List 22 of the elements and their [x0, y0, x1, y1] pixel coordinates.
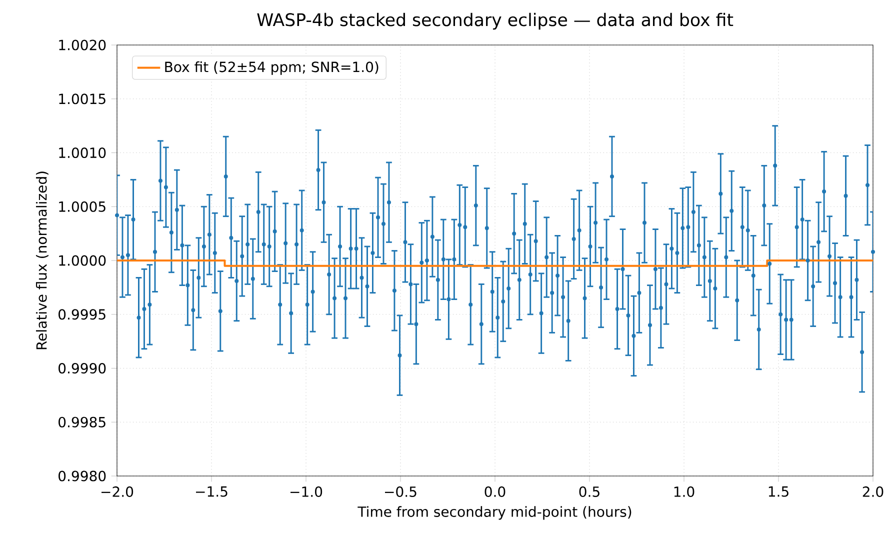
x-tick-label: 2.0 — [862, 486, 884, 497]
y-tick-label: 1.0000 — [59, 255, 106, 266]
x-tick-label: −1.5 — [196, 486, 228, 497]
x-axis-title: Time from secondary mid-point (hours) — [358, 506, 632, 520]
x-tick-label: 1.0 — [674, 486, 694, 497]
x-tick-label: 0.5 — [579, 486, 600, 497]
chart-title: WASP-4b stacked secondary eclipse — data and box fit — [257, 12, 734, 30]
y-tick-label: 1.0015 — [59, 94, 106, 104]
y-tick-label: 0.9985 — [58, 416, 106, 428]
y-tick-label: 0.9995 — [58, 309, 106, 320]
x-tick-label: −0.5 — [384, 486, 416, 497]
y-tick-label: 1.0005 — [59, 201, 106, 212]
y-tick-label: 1.0020 — [59, 40, 106, 50]
x-tick-label: 0.0 — [484, 486, 506, 497]
y-axis-title: Relative flux (normalized) — [36, 172, 48, 350]
x-tick-label: 1.5 — [768, 486, 788, 497]
y-tick-label: 0.9990 — [58, 362, 106, 374]
legend-label: Box fit (52±54 ppm; SNR=1.0) — [165, 61, 378, 75]
y-tick-label: 1.0010 — [59, 147, 106, 158]
x-tick-label: −1.0 — [290, 486, 322, 497]
x-tick-label: −2.0 — [101, 486, 134, 497]
y-tick-label: 0.9980 — [58, 470, 106, 482]
